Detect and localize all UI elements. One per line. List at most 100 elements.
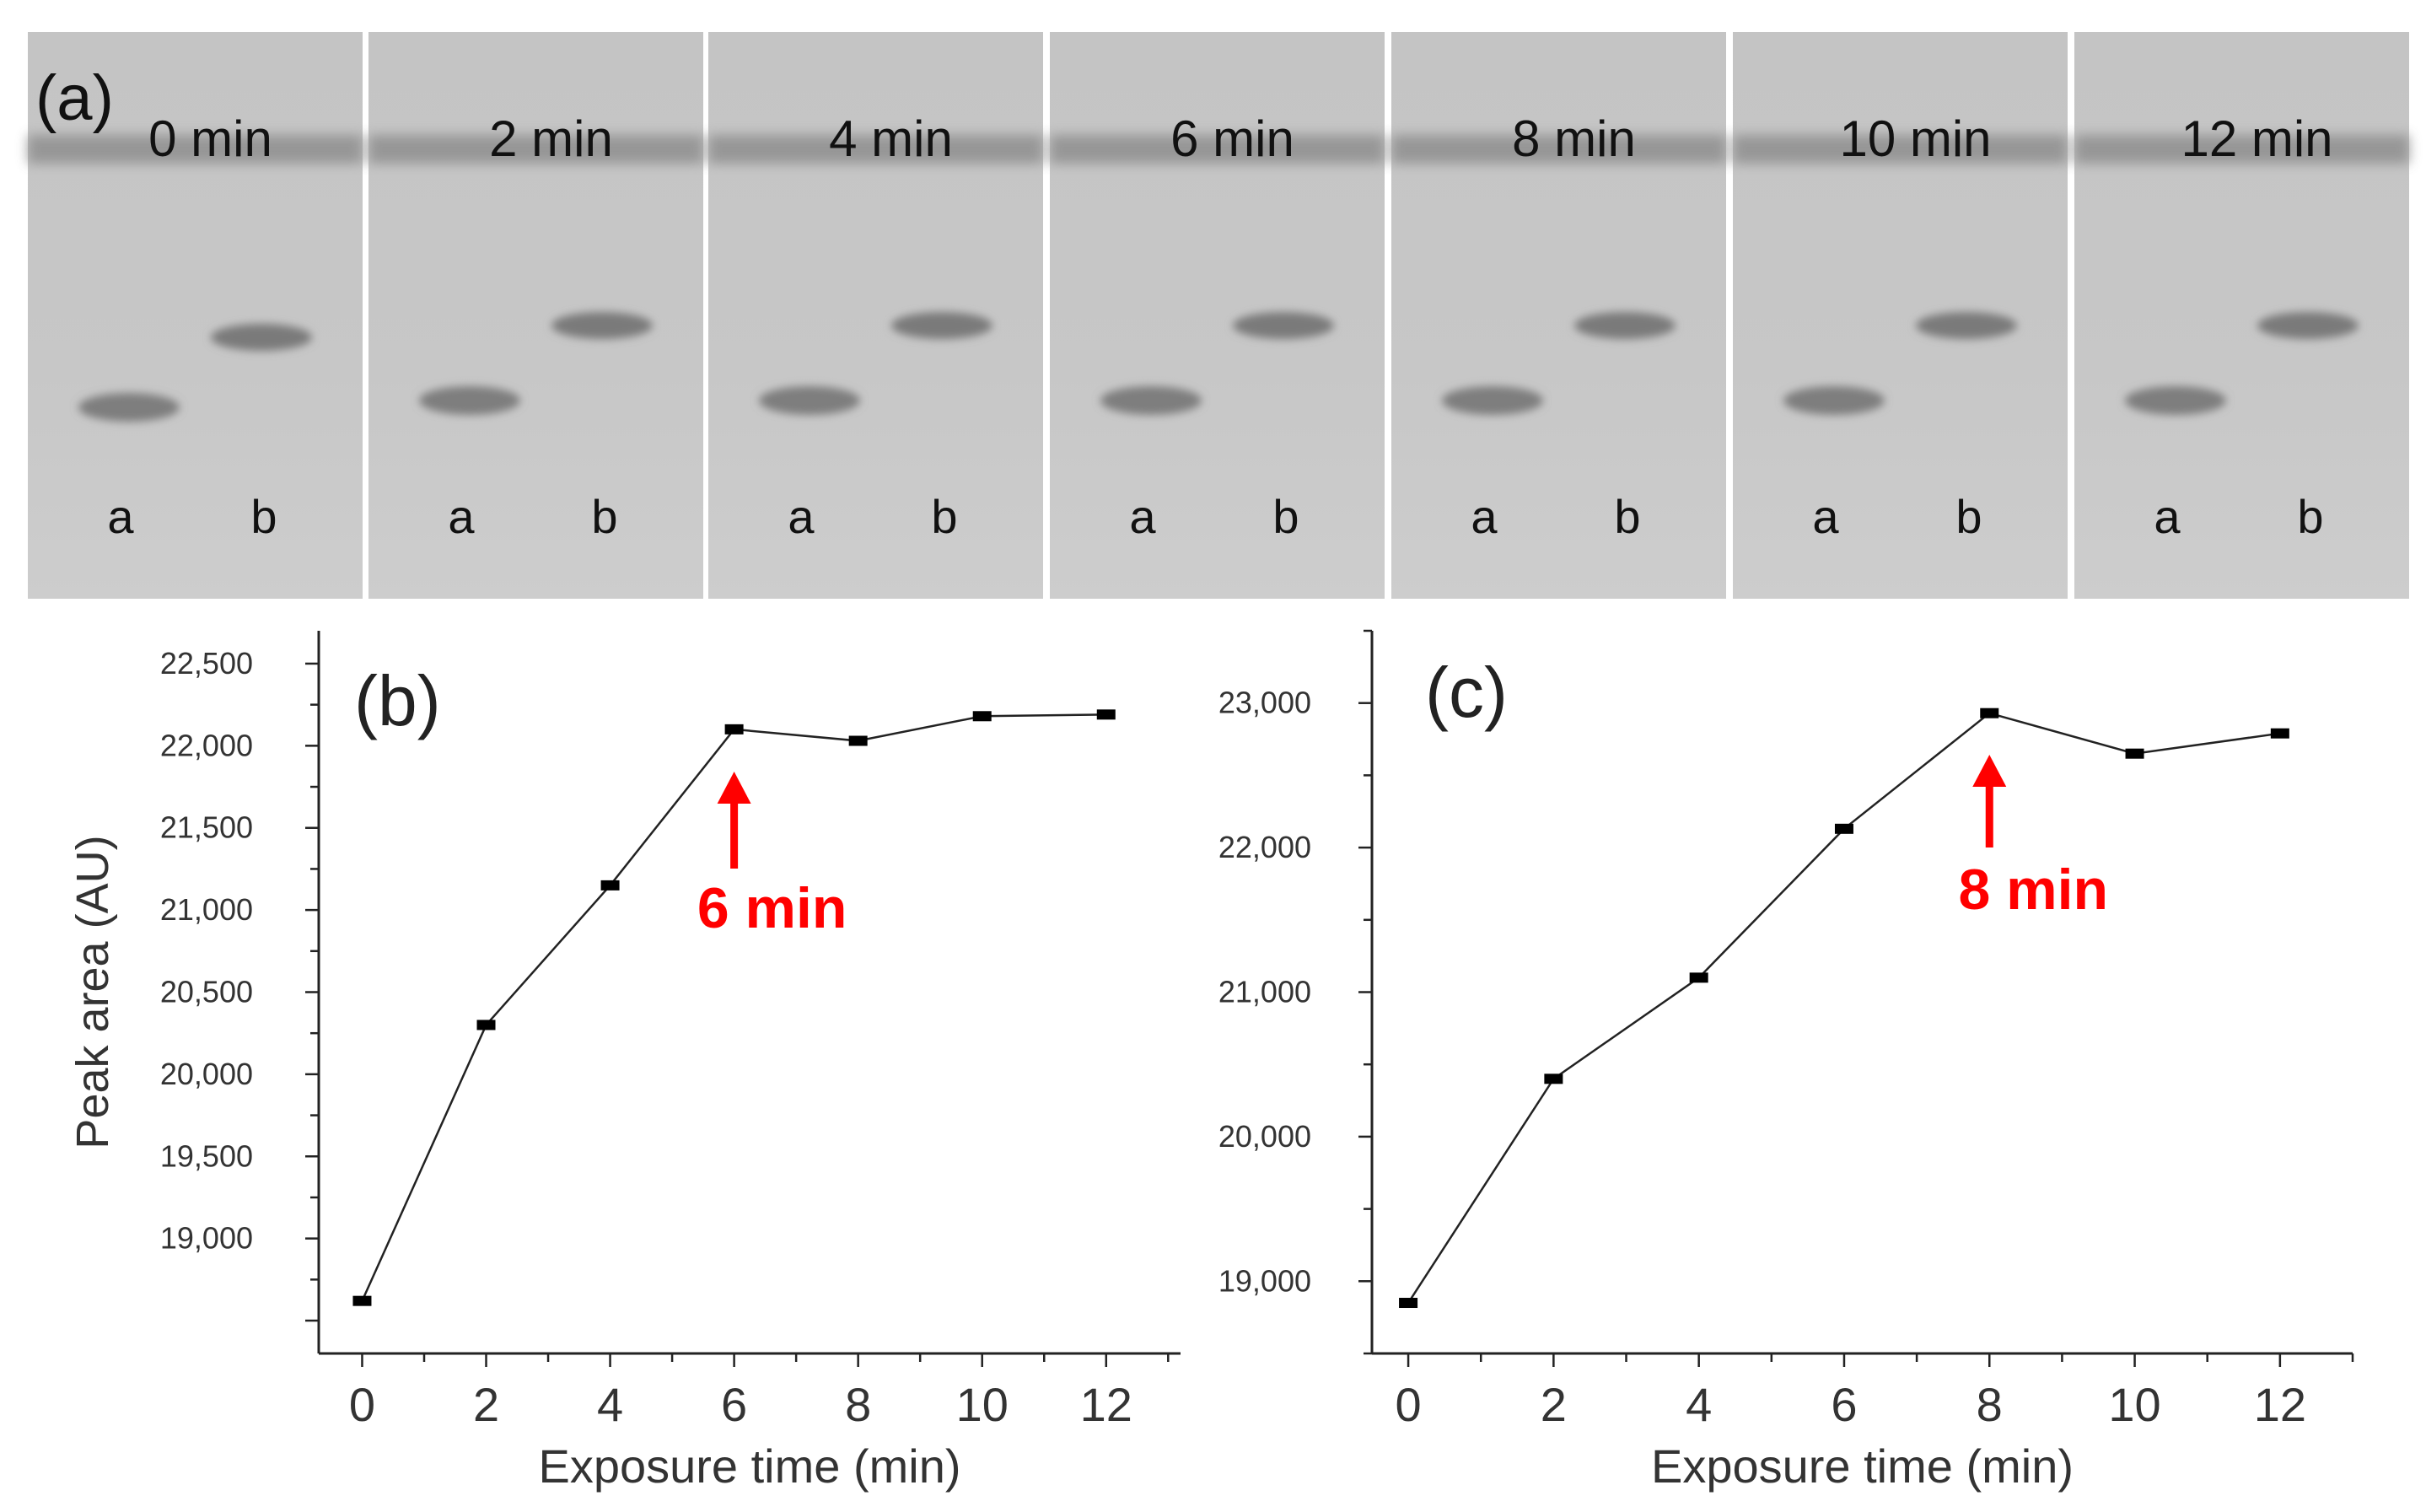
x-axis-label: Exposure time (min) — [1651, 1439, 2074, 1493]
lane-label-b: b — [1272, 490, 1299, 543]
tlc-strip: 12 min a b — [2074, 32, 2409, 599]
annotation-arrow-head — [1972, 755, 2007, 787]
data-point — [1399, 1298, 1418, 1309]
y-tick-label: 20,500 — [160, 975, 253, 1009]
panel-label: (c) — [1425, 653, 1508, 732]
lane-label-b: b — [931, 490, 957, 543]
data-point — [1980, 708, 1999, 718]
lane-label-a: a — [1471, 490, 1498, 543]
x-tick-label: 6 — [1831, 1378, 1857, 1431]
x-tick-label: 12 — [2254, 1378, 2306, 1431]
spot-a — [1783, 386, 1885, 415]
spot-b — [211, 324, 312, 351]
y-tick-label: 20,000 — [1218, 1119, 1311, 1154]
lane-label-b: b — [1614, 490, 1640, 543]
solvent-front — [1050, 135, 1385, 164]
spot-b — [2257, 312, 2359, 339]
y-tick-label: 23,000 — [1218, 686, 1311, 720]
x-tick-label: 8 — [845, 1378, 871, 1431]
data-point — [1689, 972, 1708, 983]
solvent-front — [708, 135, 1043, 164]
lane-label-a: a — [448, 490, 475, 543]
series-line — [1407, 712, 2281, 1304]
tlc-strip: 8 min a b — [1391, 32, 1726, 599]
tlc-strip: 6 min a b — [1050, 32, 1385, 599]
time-label: 12 min — [2181, 110, 2332, 167]
panel-label: (b) — [354, 661, 441, 740]
time-label: 0 min — [148, 110, 272, 167]
time-label: 10 min — [1839, 110, 1991, 167]
spot-a — [1442, 386, 1543, 415]
x-tick-label: 4 — [1686, 1378, 1712, 1431]
y-tick-label: 22,500 — [160, 646, 253, 681]
solvent-front — [1733, 135, 2068, 164]
time-label: 8 min — [1512, 110, 1636, 167]
data-point — [476, 1020, 496, 1030]
solvent-front — [2074, 135, 2409, 164]
lane-label-a: a — [788, 490, 815, 543]
tlc-strip-background — [1733, 32, 2068, 599]
lane-label-a: a — [107, 490, 134, 543]
tlc-strip: 4 min a b — [708, 32, 1043, 599]
solvent-front — [368, 135, 703, 164]
spot-a — [2125, 386, 2226, 415]
lane-label-a: a — [1812, 490, 1839, 543]
time-label: 4 min — [829, 110, 953, 167]
lane-label-b: b — [591, 490, 617, 543]
y-tick-label: 19,000 — [160, 1221, 253, 1256]
spot-b — [1574, 312, 1676, 339]
y-tick-label: 20,000 — [160, 1057, 253, 1091]
time-label: 6 min — [1170, 110, 1294, 167]
data-point — [1096, 709, 1116, 720]
tlc-strip-background — [2074, 32, 2409, 599]
data-point — [2125, 748, 2144, 759]
tlc-strip: 0 min a b — [28, 32, 363, 599]
y-tick-label: 19,000 — [1218, 1263, 1311, 1298]
tlc-strip-background — [708, 32, 1043, 599]
chart-b: 19,000 19,500 20,000 20,500 21,000 21,500 22,0… — [67, 631, 1181, 1493]
spot-b — [551, 312, 653, 339]
y-tick-label: 19,500 — [160, 1138, 253, 1173]
spot-a — [78, 393, 180, 422]
x-tick-label: 6 — [721, 1378, 747, 1431]
lane-label-b: b — [2297, 490, 2323, 543]
lane-label-a: a — [1129, 490, 1156, 543]
tlc-strip-background — [1050, 32, 1385, 599]
x-tick-label: 8 — [1977, 1378, 2003, 1431]
time-label: 2 min — [489, 110, 613, 167]
y-tick-label: 21,500 — [160, 810, 253, 845]
x-tick-label: 2 — [473, 1378, 499, 1431]
solvent-front — [1391, 135, 1726, 164]
x-tick-label: 0 — [1395, 1378, 1421, 1431]
solvent-front — [28, 135, 363, 164]
data-point — [1544, 1073, 1563, 1084]
data-point — [724, 724, 744, 734]
lane-label-b: b — [250, 490, 277, 543]
y-tick-label: 21,000 — [1218, 975, 1311, 1009]
panel-label-a: (a) — [35, 62, 114, 134]
tlc-strip-background — [1391, 32, 1726, 599]
lane-label-a: a — [2154, 490, 2181, 543]
spot-a — [759, 386, 860, 415]
tlc-strip: 10 min a b — [1733, 32, 2068, 599]
x-tick-label: 2 — [1541, 1378, 1567, 1431]
spot-b — [891, 312, 992, 339]
spot-a — [419, 386, 520, 415]
tlc-strip: 2 min a b — [368, 32, 703, 599]
x-tick-label: 10 — [2108, 1378, 2160, 1431]
y-tick-label: 22,000 — [160, 728, 253, 762]
y-tick-label: 21,000 — [160, 892, 253, 927]
data-point — [848, 735, 868, 746]
data-point — [1834, 823, 1853, 834]
tlc-strip-background — [28, 32, 363, 599]
x-tick-label: 4 — [597, 1378, 623, 1431]
lane-label-b: b — [1955, 490, 1982, 543]
annotation-arrow-head — [717, 772, 751, 804]
spot-b — [1916, 312, 2017, 339]
x-tick-label: 0 — [349, 1378, 375, 1431]
tlc-strip-background — [368, 32, 703, 599]
annotation-label: 6 min — [697, 876, 847, 940]
annotation-label: 8 min — [1958, 858, 2108, 922]
